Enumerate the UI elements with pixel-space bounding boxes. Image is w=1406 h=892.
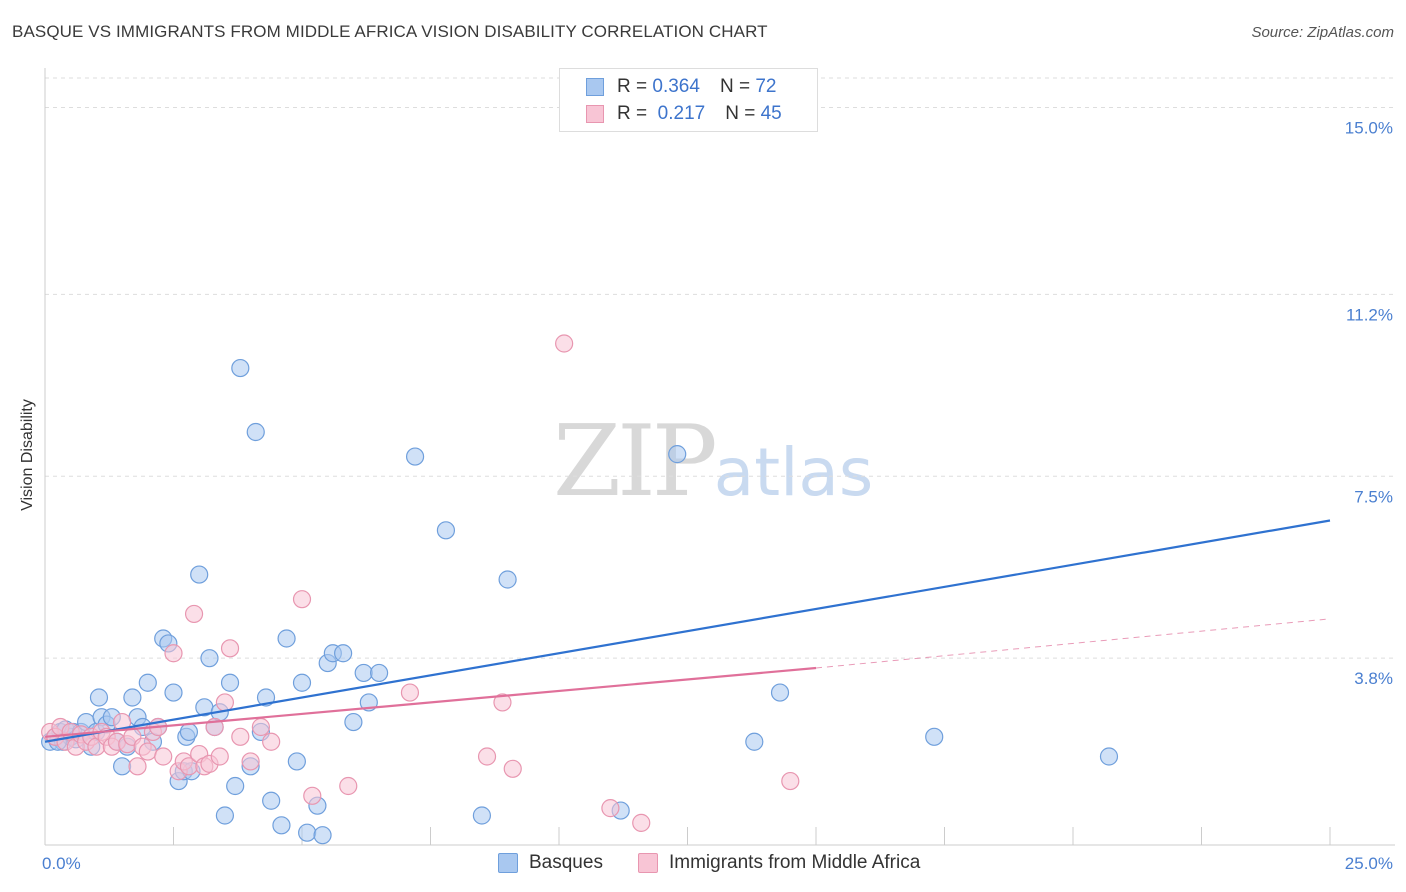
point-basques <box>277 629 296 648</box>
point-middle-africa <box>128 757 147 776</box>
watermark: ZIPatlas <box>553 405 873 519</box>
point-basques <box>472 806 491 825</box>
point-basques <box>246 422 265 442</box>
x-tick-label: 25.0% <box>1345 854 1393 873</box>
trend-line-basques <box>44 519 1331 743</box>
legend-r-value: 0.364 <box>652 76 700 97</box>
point-basques <box>370 663 389 683</box>
point-basques <box>668 445 687 464</box>
point-basques <box>925 727 944 746</box>
point-basques <box>256 688 276 707</box>
point-basques <box>138 673 157 692</box>
point-middle-africa <box>781 771 800 791</box>
x-tick-label: 0.0% <box>42 854 81 873</box>
watermark-zip: ZIP <box>553 405 718 519</box>
y-tick-label: 7.5% <box>1354 487 1393 506</box>
watermark-atlas: atlas <box>713 434 874 511</box>
point-basques <box>220 673 240 692</box>
y-tick-label: 11.2% <box>1346 305 1393 324</box>
point-middle-africa <box>184 604 204 624</box>
point-middle-africa <box>164 644 183 663</box>
legend-swatch-middle-africa <box>586 105 604 123</box>
point-basques <box>498 570 517 589</box>
bottom-legend-swatch-middle-africa <box>638 853 658 873</box>
point-basques <box>179 722 199 742</box>
legend-n-label: N = <box>719 76 751 97</box>
point-basques <box>231 358 250 378</box>
point-middle-africa <box>493 693 512 712</box>
point-middle-africa <box>503 759 522 778</box>
point-middle-africa <box>215 693 234 712</box>
chart-title: BASQUE VS IMMIGRANTS FROM MIDDLE AFRICA … <box>12 22 768 41</box>
bottom-legend-swatch-basques <box>498 853 518 873</box>
point-basques <box>272 816 291 835</box>
point-middle-africa <box>400 683 420 702</box>
point-basques <box>89 688 109 707</box>
source-label: Source: ZipAtlas.com <box>1251 24 1394 41</box>
point-basques <box>745 732 764 751</box>
legend-row-middle-africa: R = 0.217 N = 45 <box>586 103 782 125</box>
point-basques <box>770 683 790 702</box>
legend-row-basques: R = 0.364 N = 72 <box>586 76 776 98</box>
y-tick-label: 3.8% <box>1354 669 1393 688</box>
legend: R = 0.364 N = 72 R = 0.217 N = 45 <box>559 68 818 132</box>
trend-line-extension-middle-africa <box>815 618 1331 669</box>
point-middle-africa <box>210 747 229 766</box>
point-basques <box>123 688 142 707</box>
point-middle-africa <box>154 747 173 766</box>
point-basques <box>405 447 425 466</box>
point-middle-africa <box>632 813 651 832</box>
point-basques <box>292 673 312 692</box>
point-basques <box>287 752 306 771</box>
point-basques <box>298 823 317 842</box>
point-middle-africa <box>262 732 281 751</box>
point-middle-africa <box>292 590 312 609</box>
y-tick-label: 15.0% <box>1345 119 1393 138</box>
point-middle-africa <box>303 786 322 805</box>
point-middle-africa <box>241 752 260 771</box>
point-basques <box>436 521 456 540</box>
point-middle-africa <box>477 747 497 766</box>
point-middle-africa <box>138 742 157 761</box>
legend-n-value: 72 <box>755 76 777 97</box>
legend-n-label: N = <box>725 103 756 124</box>
point-middle-africa <box>601 799 620 818</box>
point-basques <box>226 776 245 796</box>
point-basques <box>1099 747 1119 766</box>
legend-swatch-basques <box>586 78 604 96</box>
bottom-legend-label-basques: Basques <box>529 852 603 873</box>
point-middle-africa <box>231 727 250 746</box>
point-middle-africa <box>339 776 358 796</box>
legend-r-label: R = <box>617 76 648 97</box>
point-basques <box>215 806 234 825</box>
legend-r-label: R = <box>617 103 648 124</box>
point-basques <box>190 565 209 584</box>
point-basques <box>313 826 332 845</box>
bottom-legend: Basques Immigrants from Middle Africa <box>0 852 1406 878</box>
point-middle-africa <box>251 717 270 737</box>
point-middle-africa <box>220 639 240 658</box>
legend-r-value: 0.217 <box>657 103 706 124</box>
point-basques <box>164 683 183 702</box>
trend-line-middle-africa <box>44 666 817 738</box>
point-basques <box>262 791 281 810</box>
point-basques <box>334 644 353 663</box>
point-basques <box>354 663 373 683</box>
point-basques <box>112 757 132 776</box>
bottom-legend-label-middle-africa: Immigrants from Middle Africa <box>669 852 921 873</box>
legend-n-value: 45 <box>760 103 782 124</box>
bottom-legend-middle-africa: Immigrants from Middle Africa <box>638 852 920 874</box>
point-basques <box>200 649 219 668</box>
point-basques <box>344 712 363 732</box>
bottom-legend-basques: Basques <box>498 852 603 874</box>
point-middle-africa <box>555 334 574 353</box>
